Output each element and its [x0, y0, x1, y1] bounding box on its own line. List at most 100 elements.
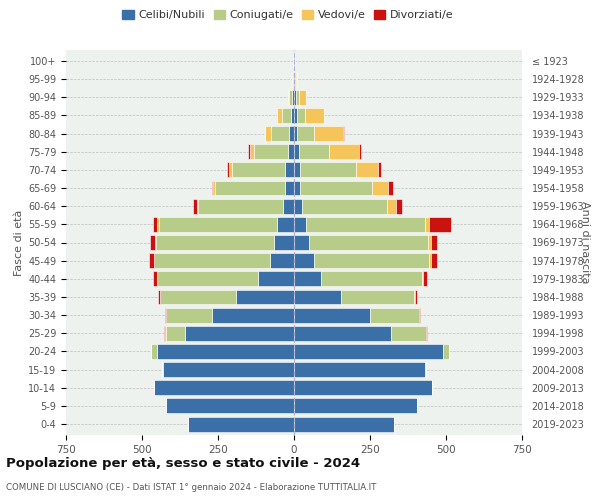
- Bar: [377, 162, 380, 178]
- Bar: [425, 217, 429, 232]
- Bar: [329, 144, 359, 159]
- Bar: [300, 162, 356, 178]
- Bar: [165, 326, 166, 340]
- Bar: [157, 344, 294, 359]
- Bar: [188, 416, 294, 432]
- Text: Popolazione per età, sesso e stato civile - 2024: Popolazione per età, sesso e stato civil…: [6, 458, 360, 470]
- Bar: [300, 180, 371, 196]
- Bar: [359, 144, 361, 159]
- Bar: [294, 198, 302, 214]
- Bar: [431, 235, 437, 250]
- Bar: [193, 198, 197, 214]
- Bar: [414, 290, 415, 304]
- Bar: [185, 326, 294, 340]
- Bar: [431, 253, 437, 268]
- Bar: [371, 180, 388, 196]
- Bar: [289, 126, 294, 141]
- Bar: [314, 253, 429, 268]
- Bar: [215, 180, 285, 196]
- Bar: [294, 162, 300, 178]
- Bar: [443, 344, 449, 359]
- Bar: [212, 180, 214, 196]
- Bar: [291, 108, 294, 123]
- Bar: [422, 272, 427, 286]
- Bar: [277, 217, 294, 232]
- Bar: [152, 217, 157, 232]
- Bar: [294, 126, 297, 141]
- Bar: [294, 398, 417, 413]
- Bar: [163, 362, 294, 377]
- Bar: [158, 290, 160, 304]
- Bar: [154, 253, 269, 268]
- Bar: [428, 235, 431, 250]
- Bar: [165, 308, 166, 322]
- Bar: [370, 308, 419, 322]
- Bar: [396, 198, 402, 214]
- Bar: [295, 72, 296, 86]
- Bar: [227, 162, 229, 178]
- Bar: [429, 253, 431, 268]
- Bar: [294, 108, 297, 123]
- Bar: [155, 235, 274, 250]
- Bar: [282, 108, 291, 123]
- Bar: [294, 180, 300, 196]
- Bar: [294, 272, 322, 286]
- Bar: [305, 108, 325, 123]
- Bar: [151, 344, 157, 359]
- Bar: [157, 272, 257, 286]
- Bar: [419, 308, 420, 322]
- Bar: [197, 198, 198, 214]
- Bar: [285, 162, 294, 178]
- Bar: [250, 144, 254, 159]
- Bar: [294, 416, 394, 432]
- Bar: [214, 180, 215, 196]
- Bar: [294, 290, 341, 304]
- Bar: [232, 162, 285, 178]
- Bar: [153, 272, 157, 286]
- Bar: [294, 54, 295, 68]
- Bar: [314, 126, 343, 141]
- Bar: [288, 90, 289, 104]
- Bar: [341, 290, 414, 304]
- Bar: [166, 326, 185, 340]
- Bar: [294, 72, 295, 86]
- Bar: [285, 180, 294, 196]
- Bar: [426, 326, 427, 340]
- Bar: [296, 72, 297, 86]
- Bar: [236, 290, 294, 304]
- Bar: [160, 290, 236, 304]
- Bar: [294, 362, 425, 377]
- Bar: [159, 217, 277, 232]
- Bar: [387, 198, 396, 214]
- Bar: [277, 108, 282, 123]
- Bar: [293, 72, 294, 86]
- Bar: [162, 362, 163, 377]
- Bar: [294, 235, 309, 250]
- Y-axis label: Fasce di età: Fasce di età: [14, 210, 24, 276]
- Bar: [274, 235, 294, 250]
- Bar: [302, 198, 387, 214]
- Bar: [166, 398, 294, 413]
- Bar: [294, 326, 391, 340]
- Bar: [154, 380, 294, 395]
- Bar: [150, 235, 155, 250]
- Bar: [164, 326, 165, 340]
- Bar: [296, 90, 299, 104]
- Bar: [294, 90, 296, 104]
- Bar: [297, 108, 305, 123]
- Bar: [149, 253, 154, 268]
- Bar: [294, 144, 299, 159]
- Bar: [294, 253, 314, 268]
- Bar: [283, 198, 294, 214]
- Text: COMUNE DI LUSCIANO (CE) - Dati ISTAT 1° gennaio 2024 - Elaborazione TUTTITALIA.I: COMUNE DI LUSCIANO (CE) - Dati ISTAT 1° …: [6, 482, 376, 492]
- Bar: [265, 126, 271, 141]
- Bar: [288, 144, 294, 159]
- Bar: [299, 144, 329, 159]
- Bar: [269, 253, 294, 268]
- Bar: [212, 308, 294, 322]
- Bar: [294, 217, 306, 232]
- Bar: [425, 362, 426, 377]
- Bar: [297, 126, 314, 141]
- Bar: [229, 162, 232, 178]
- Bar: [294, 308, 370, 322]
